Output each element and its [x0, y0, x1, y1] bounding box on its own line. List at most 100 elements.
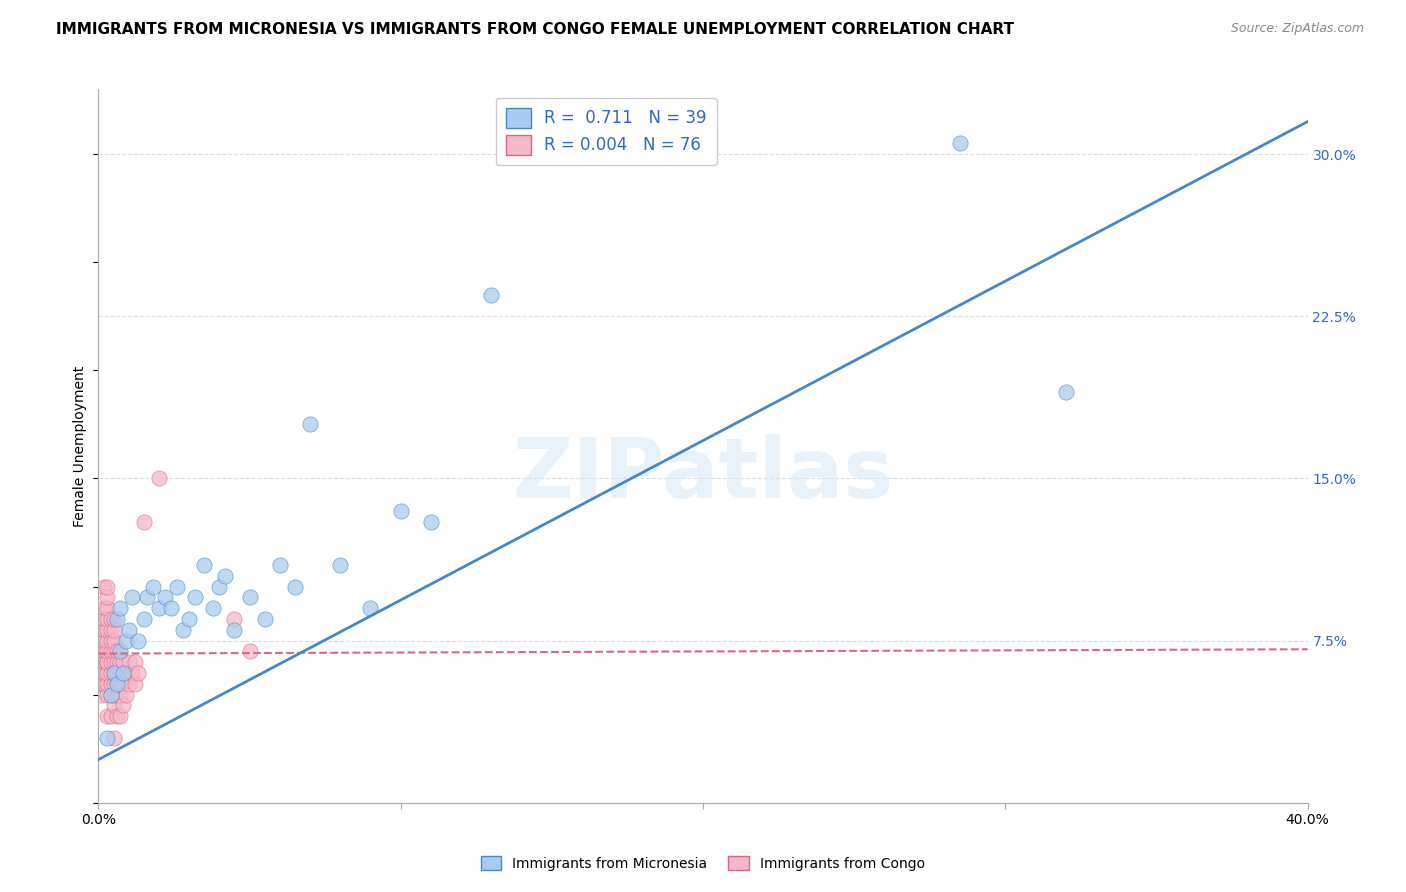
Point [360, 601, 382, 615]
Point [93, 677, 115, 691]
Point [93, 580, 115, 594]
Point [127, 633, 149, 648]
Point [253, 612, 276, 626]
Point [481, 287, 503, 301]
Point [100, 633, 122, 648]
Point [96, 677, 118, 691]
Point [96, 655, 118, 669]
Point [118, 655, 141, 669]
Point [184, 591, 207, 605]
Point [135, 591, 157, 605]
Point [100, 655, 122, 669]
Point [214, 568, 236, 582]
Point [96, 591, 118, 605]
Point [153, 591, 176, 605]
Point [172, 623, 194, 637]
Point [100, 623, 122, 637]
Point [90, 655, 112, 669]
Legend: Immigrants from Micronesia, Immigrants from Congo: Immigrants from Micronesia, Immigrants f… [475, 850, 931, 876]
Point [96, 623, 118, 637]
Point [93, 666, 115, 681]
Point [105, 688, 128, 702]
Point [100, 688, 122, 702]
Point [114, 666, 136, 681]
Point [108, 688, 131, 702]
Point [103, 623, 125, 637]
Point [103, 731, 125, 745]
Text: IMMIGRANTS FROM MICRONESIA VS IMMIGRANTS FROM CONGO FEMALE UNEMPLOYMENT CORRELAT: IMMIGRANTS FROM MICRONESIA VS IMMIGRANTS… [56, 22, 1014, 37]
Point [111, 666, 134, 681]
Point [93, 666, 115, 681]
Point [193, 558, 215, 572]
Point [100, 666, 122, 681]
Point [111, 677, 134, 691]
Point [90, 644, 112, 658]
Point [208, 580, 231, 594]
Point [93, 601, 115, 615]
Point [108, 666, 131, 681]
Point [239, 644, 262, 658]
Point [224, 623, 246, 637]
Point [389, 504, 412, 518]
Point [105, 644, 128, 658]
Point [100, 612, 122, 626]
Point [100, 644, 122, 658]
Text: ZIPatlas: ZIPatlas [513, 434, 893, 515]
Point [108, 677, 131, 691]
Point [166, 580, 188, 594]
Point [329, 558, 352, 572]
Point [108, 644, 131, 658]
Point [160, 601, 183, 615]
Point [93, 612, 115, 626]
Point [103, 655, 125, 669]
Point [96, 580, 118, 594]
Point [105, 677, 128, 691]
Point [124, 677, 146, 691]
Point [103, 688, 125, 702]
Point [179, 612, 201, 626]
Point [1054, 384, 1077, 399]
Point [103, 666, 125, 681]
Point [118, 623, 141, 637]
Point [96, 666, 118, 681]
Point [148, 471, 170, 485]
Point [121, 666, 143, 681]
Point [105, 709, 128, 723]
Point [224, 612, 246, 626]
Point [103, 633, 125, 648]
Point [108, 709, 131, 723]
Point [121, 591, 143, 605]
Point [118, 677, 141, 691]
Point [96, 612, 118, 626]
Text: Source: ZipAtlas.com: Source: ZipAtlas.com [1230, 22, 1364, 36]
Point [90, 655, 112, 669]
Point [299, 417, 322, 432]
Point [93, 623, 115, 637]
Point [202, 601, 225, 615]
Point [100, 688, 122, 702]
Point [96, 731, 118, 745]
Y-axis label: Female Unemployment: Female Unemployment [73, 366, 87, 526]
Point [132, 612, 155, 626]
Point [90, 677, 112, 691]
Point [127, 666, 149, 681]
Point [105, 655, 128, 669]
Point [96, 633, 118, 648]
Point [269, 558, 291, 572]
Legend: R =  0.711   N = 39, R = 0.004   N = 76: R = 0.711 N = 39, R = 0.004 N = 76 [496, 97, 717, 165]
Point [105, 666, 128, 681]
Point [96, 601, 118, 615]
Point [103, 698, 125, 713]
Point [148, 601, 170, 615]
Point [103, 612, 125, 626]
Point [114, 633, 136, 648]
Point [93, 655, 115, 669]
Point [90, 688, 112, 702]
Point [103, 644, 125, 658]
Point [949, 136, 972, 151]
Point [96, 644, 118, 658]
Point [108, 655, 131, 669]
Point [111, 666, 134, 681]
Point [103, 677, 125, 691]
Point [90, 666, 112, 681]
